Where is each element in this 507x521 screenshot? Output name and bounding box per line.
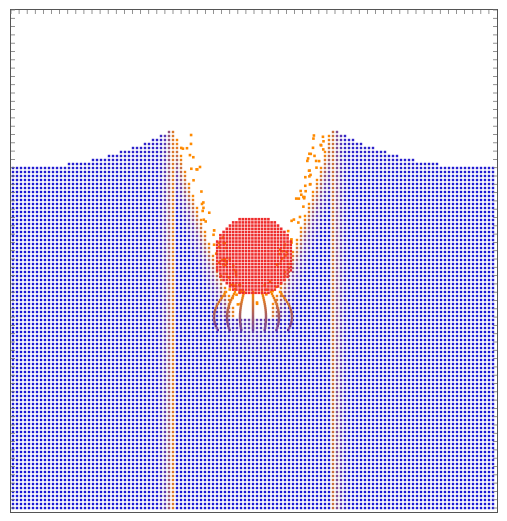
red-ball-particles bbox=[215, 217, 293, 295]
fluid-particles bbox=[11, 134, 495, 510]
displaced-particles bbox=[167, 130, 339, 510]
frame-ticks bbox=[10, 9, 497, 509]
plot-frame bbox=[10, 9, 498, 513]
